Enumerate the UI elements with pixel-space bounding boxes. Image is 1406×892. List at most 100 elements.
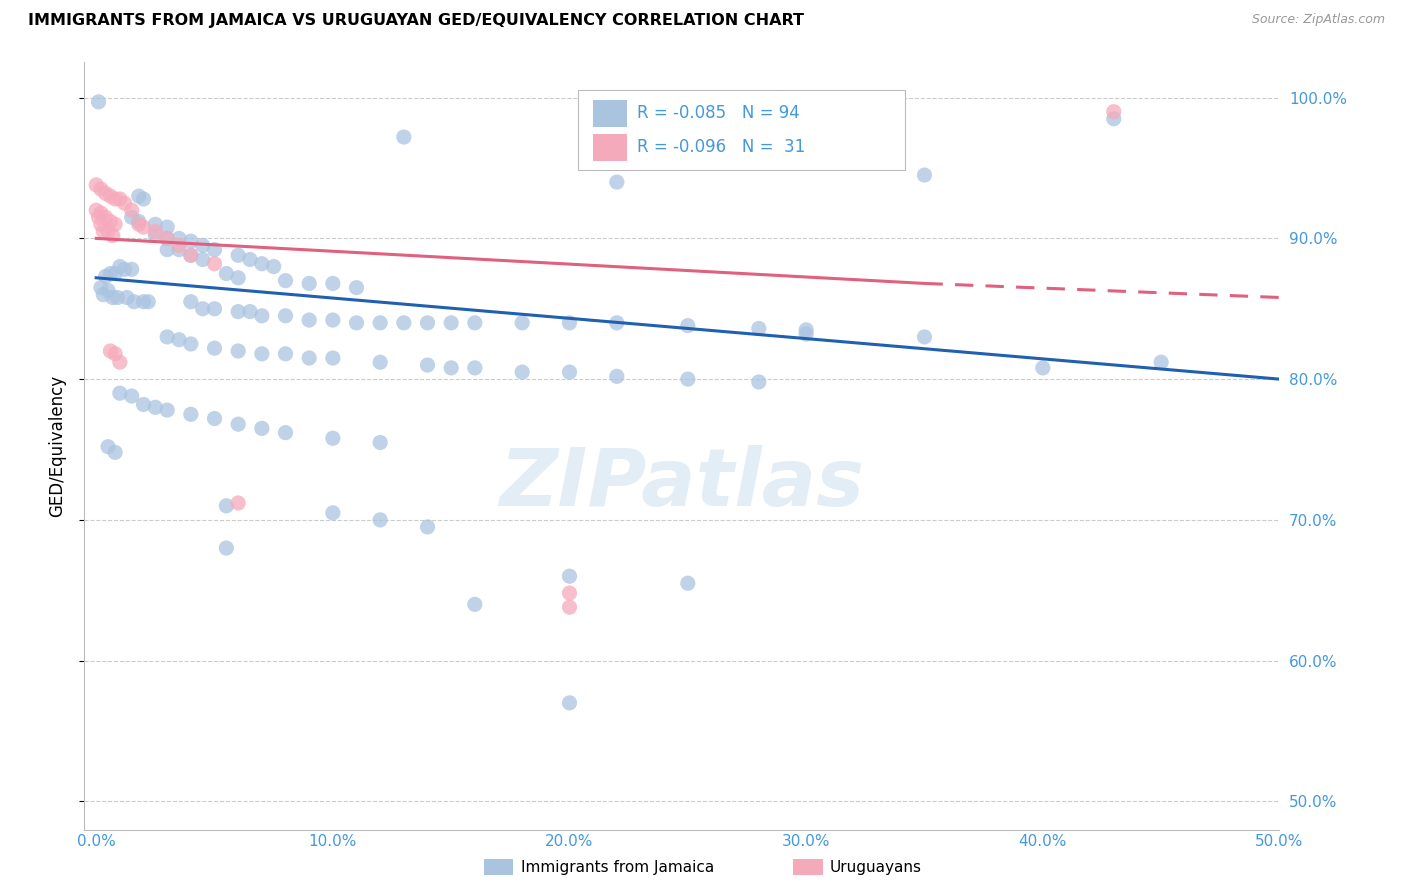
Point <box>121 389 143 403</box>
Point <box>250 347 273 361</box>
Point <box>464 598 486 612</box>
Point <box>180 407 202 421</box>
Point <box>558 365 581 379</box>
Point <box>250 421 273 435</box>
Point <box>263 260 285 274</box>
Point <box>100 189 122 203</box>
Point <box>274 425 297 440</box>
Point <box>156 231 179 245</box>
Point <box>322 313 344 327</box>
Point <box>191 238 214 252</box>
Point <box>84 178 107 192</box>
Point <box>180 294 202 309</box>
Point <box>143 401 166 415</box>
Point <box>368 316 391 330</box>
Point <box>132 294 155 309</box>
Point <box>250 309 273 323</box>
Point <box>298 351 321 365</box>
Point <box>167 333 190 347</box>
Point <box>156 330 179 344</box>
Point <box>606 175 628 189</box>
Point <box>322 506 344 520</box>
Point <box>274 309 297 323</box>
Point <box>108 260 131 274</box>
Point <box>226 417 249 432</box>
Point <box>558 586 581 600</box>
Point <box>136 294 159 309</box>
Point <box>128 189 150 203</box>
Point <box>368 435 391 450</box>
Point <box>204 341 226 355</box>
Point <box>794 327 817 342</box>
Point <box>464 360 486 375</box>
Point <box>215 499 238 513</box>
Point <box>104 192 127 206</box>
Point <box>215 267 238 281</box>
Point <box>90 280 112 294</box>
Point <box>132 192 155 206</box>
Point <box>250 257 273 271</box>
Point <box>104 267 127 281</box>
Point <box>107 291 129 305</box>
Point <box>226 343 249 358</box>
Point <box>132 397 155 411</box>
Point <box>226 270 249 285</box>
Point <box>104 347 127 361</box>
Point <box>104 445 127 459</box>
Point <box>748 375 770 389</box>
Point <box>322 431 344 445</box>
Point <box>794 323 817 337</box>
Point <box>87 211 110 225</box>
Point <box>204 411 226 425</box>
Point <box>121 203 143 218</box>
Point <box>914 330 936 344</box>
Text: Uruguayans: Uruguayans <box>830 860 922 874</box>
Point <box>392 316 415 330</box>
Point <box>101 228 124 243</box>
Point <box>156 231 179 245</box>
Point <box>156 403 179 417</box>
Point <box>1150 355 1173 369</box>
Text: R = -0.085   N = 94: R = -0.085 N = 94 <box>637 104 800 122</box>
Point <box>115 291 138 305</box>
Point <box>676 576 699 591</box>
Point <box>97 284 120 298</box>
Point <box>128 217 150 231</box>
Point <box>322 277 344 291</box>
Point <box>143 224 166 238</box>
Point <box>440 316 463 330</box>
Point <box>464 316 486 330</box>
Point <box>156 220 179 235</box>
Point <box>204 257 226 271</box>
Point <box>91 224 114 238</box>
Point <box>440 360 463 375</box>
Point <box>239 304 262 318</box>
Point <box>114 196 136 211</box>
Point <box>122 294 145 309</box>
Point <box>416 358 439 372</box>
Point <box>606 369 628 384</box>
Point <box>94 211 117 225</box>
Point <box>191 301 214 316</box>
Point <box>748 104 770 119</box>
Point <box>914 168 936 182</box>
Point <box>180 248 202 262</box>
Point <box>90 182 112 196</box>
Point <box>676 318 699 333</box>
Point <box>97 440 120 454</box>
Point <box>416 520 439 534</box>
Point <box>128 214 150 228</box>
Point <box>90 206 112 220</box>
Point <box>100 267 122 281</box>
Point <box>94 186 117 201</box>
Point <box>204 301 226 316</box>
Point <box>226 248 249 262</box>
Point <box>1102 104 1125 119</box>
Point <box>167 243 190 257</box>
Point <box>558 569 581 583</box>
Point <box>226 496 249 510</box>
Point <box>368 355 391 369</box>
Text: R = -0.096   N =  31: R = -0.096 N = 31 <box>637 138 806 156</box>
Point <box>346 316 368 330</box>
Point <box>298 277 321 291</box>
